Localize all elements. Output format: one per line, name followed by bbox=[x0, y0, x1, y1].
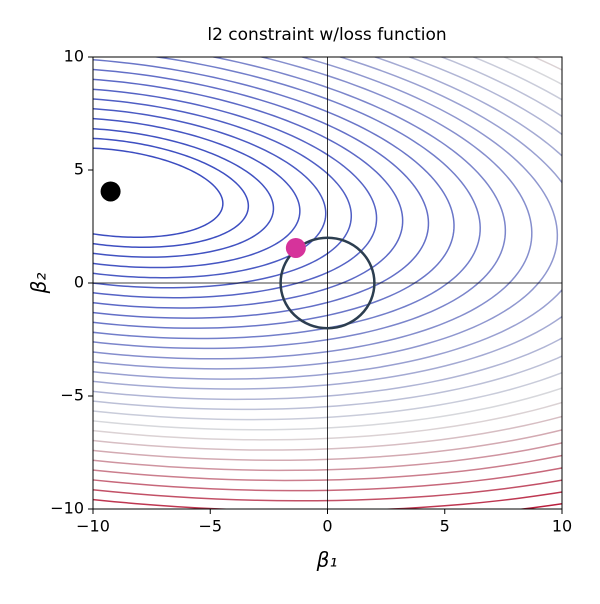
contour-line bbox=[93, 57, 562, 421]
contour-line bbox=[93, 107, 327, 279]
contour-line bbox=[93, 479, 562, 502]
contour-line bbox=[93, 68, 430, 319]
contour-line bbox=[93, 88, 378, 299]
y-tick-label: 5 bbox=[74, 160, 84, 179]
point bbox=[100, 181, 121, 202]
chart-title: l2 constraint w/loss function bbox=[207, 25, 446, 45]
contour-line bbox=[93, 442, 562, 472]
contour-line bbox=[93, 58, 455, 329]
contour-line bbox=[93, 57, 562, 390]
x-tick-label: −5 bbox=[198, 517, 222, 536]
x-tick-label: 5 bbox=[440, 517, 450, 536]
y-axis-label: β₂ bbox=[27, 273, 51, 295]
contour-line bbox=[0, 0, 600, 531]
contour-line bbox=[93, 415, 562, 451]
contour-line bbox=[93, 137, 250, 249]
contour-line bbox=[93, 57, 562, 441]
contour-line bbox=[93, 57, 533, 360]
constraint-circle bbox=[279, 236, 376, 330]
contour-line bbox=[93, 98, 353, 289]
contour-line bbox=[93, 78, 404, 309]
contour-line bbox=[93, 147, 224, 238]
contour-line bbox=[93, 454, 562, 482]
x-tick-label: 0 bbox=[322, 517, 332, 536]
y-tick-label: 0 bbox=[74, 273, 84, 292]
point bbox=[285, 237, 306, 258]
contour-line bbox=[93, 57, 562, 431]
contour-line bbox=[93, 57, 507, 350]
x-axis-label: β₁ bbox=[316, 548, 338, 572]
x-tick-label: 10 bbox=[552, 517, 572, 536]
contour-line bbox=[93, 117, 301, 269]
y-tick-label: 10 bbox=[64, 47, 84, 66]
y-tick-label: −10 bbox=[50, 499, 84, 518]
plot-area bbox=[0, 0, 600, 531]
contour-line bbox=[93, 467, 562, 492]
contour-line bbox=[93, 57, 559, 370]
contour-line bbox=[93, 57, 562, 380]
x-tick-label: −10 bbox=[76, 517, 110, 536]
contour-line bbox=[93, 57, 562, 411]
contour-line bbox=[93, 57, 562, 401]
contour-line bbox=[93, 491, 562, 509]
y-tick-label: −5 bbox=[60, 386, 84, 405]
contour-line bbox=[93, 429, 562, 461]
contour-line bbox=[93, 128, 275, 258]
contour-line bbox=[93, 57, 481, 340]
